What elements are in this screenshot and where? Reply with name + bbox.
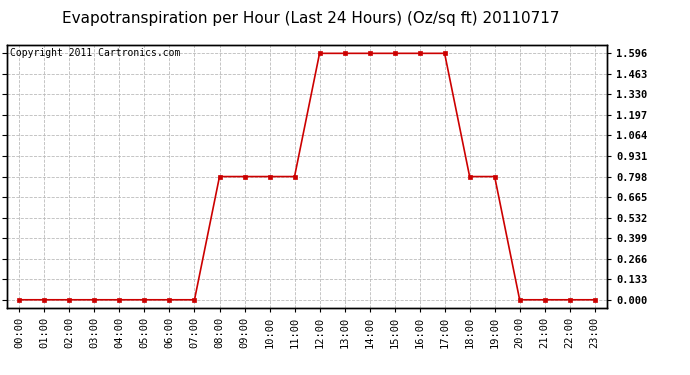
Text: Copyright 2011 Cartronics.com: Copyright 2011 Cartronics.com [10,48,180,58]
Text: Evapotranspiration per Hour (Last 24 Hours) (Oz/sq ft) 20110717: Evapotranspiration per Hour (Last 24 Hou… [61,11,560,26]
